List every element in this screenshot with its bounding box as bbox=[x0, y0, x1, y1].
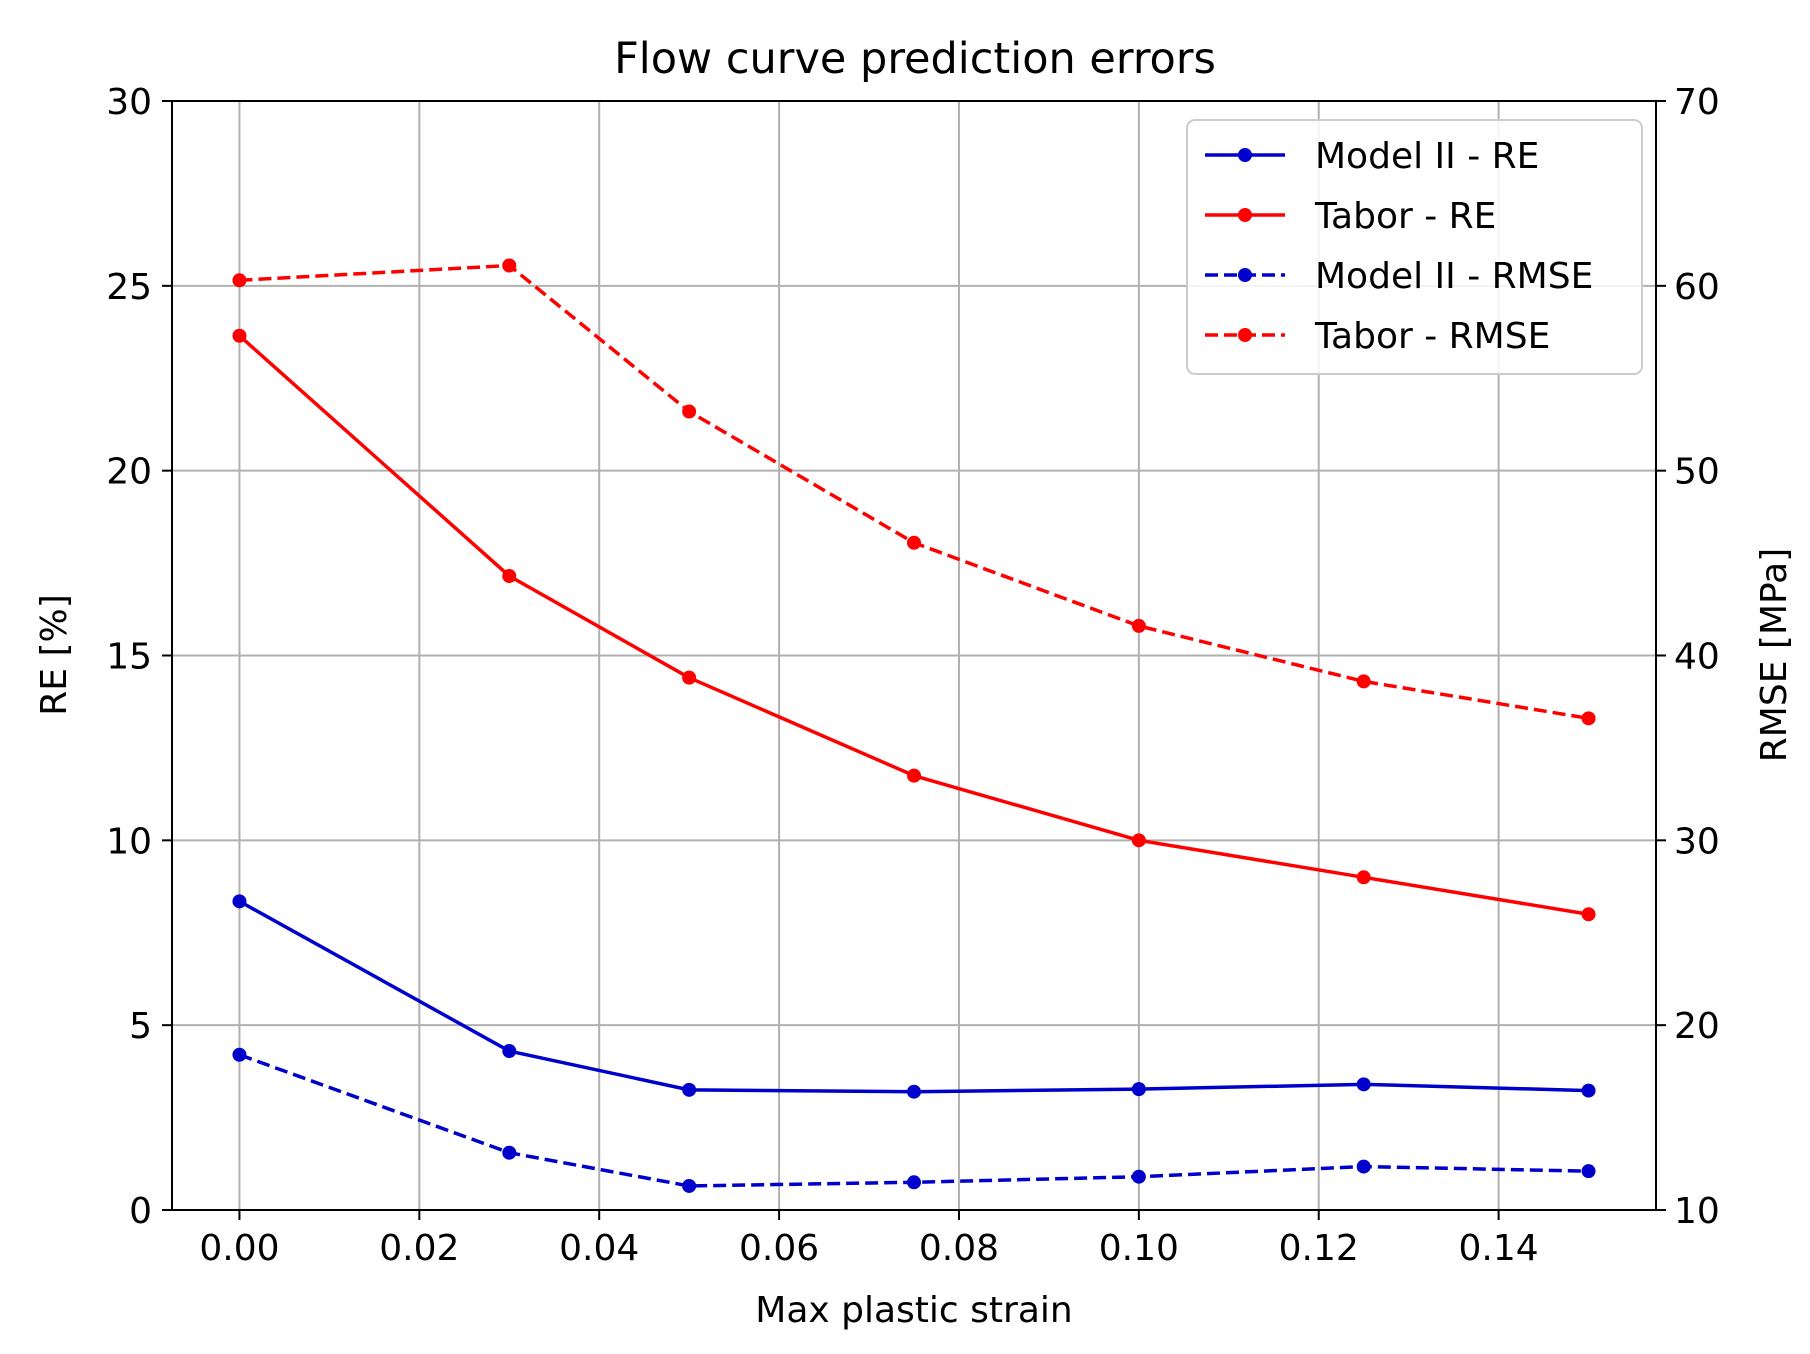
legend-entry: Model II - RE bbox=[1205, 136, 1539, 177]
data-point bbox=[502, 1145, 517, 1160]
y-right-tick-label: 60 bbox=[1674, 267, 1720, 308]
y-right-tick-label: 20 bbox=[1674, 1006, 1720, 1047]
data-point bbox=[1131, 1169, 1146, 1184]
y-right-tick-label: 50 bbox=[1674, 452, 1720, 493]
legend-entry: Tabor - RMSE bbox=[1205, 316, 1550, 357]
x-tick-label: 0.06 bbox=[739, 1228, 819, 1269]
y-left-tick-label: 5 bbox=[129, 1006, 152, 1047]
series-model-ii-rmse bbox=[232, 1047, 1596, 1193]
y-left-tick-label: 0 bbox=[129, 1191, 152, 1232]
data-point bbox=[1356, 674, 1371, 689]
data-point bbox=[907, 768, 921, 783]
y-axis-right-title: RMSE [MPa] bbox=[1754, 548, 1795, 762]
data-point bbox=[502, 1044, 517, 1059]
x-tick-label: 0.12 bbox=[1279, 1228, 1359, 1269]
y-left-tick-label: 15 bbox=[106, 637, 152, 678]
x-axis-title: Max plastic strain bbox=[755, 1290, 1072, 1331]
x-tick-label: 0.04 bbox=[559, 1228, 639, 1269]
legend-label: Tabor - RMSE bbox=[1314, 316, 1550, 357]
legend-marker bbox=[1238, 208, 1252, 222]
legend: Model II - RE Tabor - RE Model II - RMSE Ta… bbox=[1186, 119, 1643, 375]
legend-label: Model II - RE bbox=[1315, 136, 1539, 177]
legend-marker bbox=[1238, 328, 1252, 342]
x-axis: 0.00 0.02 0.04 0.06 0.08 0.10 0.12 0.14 bbox=[199, 1210, 1539, 1269]
series-layer bbox=[232, 258, 1596, 1193]
data-point bbox=[1131, 833, 1146, 848]
data-point bbox=[907, 1175, 921, 1190]
data-point bbox=[1581, 1164, 1596, 1179]
y-left-tick-label: 30 bbox=[106, 82, 152, 123]
legend-label: Model II - RMSE bbox=[1315, 256, 1593, 297]
series-model-ii-re bbox=[232, 894, 1596, 1099]
x-tick-label: 0.10 bbox=[1099, 1228, 1179, 1269]
series-line bbox=[238, 899, 1589, 1094]
legend-marker bbox=[1238, 268, 1252, 282]
legend-entry: Tabor - RE bbox=[1205, 196, 1496, 237]
series-line bbox=[238, 334, 1589, 916]
data-point bbox=[1581, 711, 1596, 726]
data-point bbox=[682, 404, 697, 419]
data-point bbox=[682, 670, 697, 685]
data-point bbox=[907, 535, 921, 550]
y-right-tick-label: 40 bbox=[1674, 637, 1720, 678]
data-point bbox=[502, 569, 517, 584]
y-axis-left: 0 5 10 15 20 25 30 bbox=[106, 82, 172, 1232]
x-tick-label: 0.08 bbox=[919, 1228, 999, 1269]
y-right-tick-label: 10 bbox=[1674, 1191, 1720, 1232]
series-tabor-rmse bbox=[232, 258, 1596, 726]
legend-label: Tabor - RE bbox=[1314, 196, 1496, 237]
data-point bbox=[1356, 1159, 1371, 1174]
legend-box bbox=[1186, 119, 1643, 375]
data-point bbox=[232, 894, 247, 909]
data-point bbox=[1581, 1083, 1596, 1098]
data-point bbox=[1581, 907, 1596, 922]
data-point bbox=[1131, 618, 1146, 633]
series-line bbox=[238, 1053, 1589, 1188]
series-tabor-re bbox=[232, 328, 1596, 922]
y-right-tick-label: 70 bbox=[1674, 82, 1720, 123]
data-point bbox=[232, 328, 247, 343]
y-left-tick-label: 20 bbox=[106, 452, 152, 493]
y-axis-left-title: RE [%] bbox=[34, 594, 75, 716]
data-point bbox=[232, 1047, 247, 1062]
y-left-tick-label: 25 bbox=[106, 267, 152, 308]
data-point bbox=[682, 1178, 697, 1193]
data-point bbox=[232, 273, 247, 288]
data-point bbox=[682, 1082, 697, 1097]
data-point bbox=[1131, 1082, 1146, 1097]
legend-entry: Model II - RMSE bbox=[1205, 256, 1593, 297]
x-tick-label: 0.02 bbox=[379, 1228, 459, 1269]
legend-marker bbox=[1238, 148, 1252, 162]
data-point bbox=[502, 258, 517, 273]
y-left-tick-label: 10 bbox=[106, 821, 152, 862]
data-point bbox=[1356, 870, 1371, 885]
data-point bbox=[1356, 1077, 1371, 1092]
x-tick-label: 0.14 bbox=[1459, 1228, 1539, 1269]
y-axis-right: 10 20 30 40 50 60 70 bbox=[1656, 82, 1720, 1232]
chart-title: Flow curve prediction errors bbox=[614, 34, 1216, 84]
x-tick-label: 0.00 bbox=[199, 1228, 279, 1269]
data-point bbox=[907, 1084, 921, 1099]
y-right-tick-label: 30 bbox=[1674, 821, 1720, 862]
